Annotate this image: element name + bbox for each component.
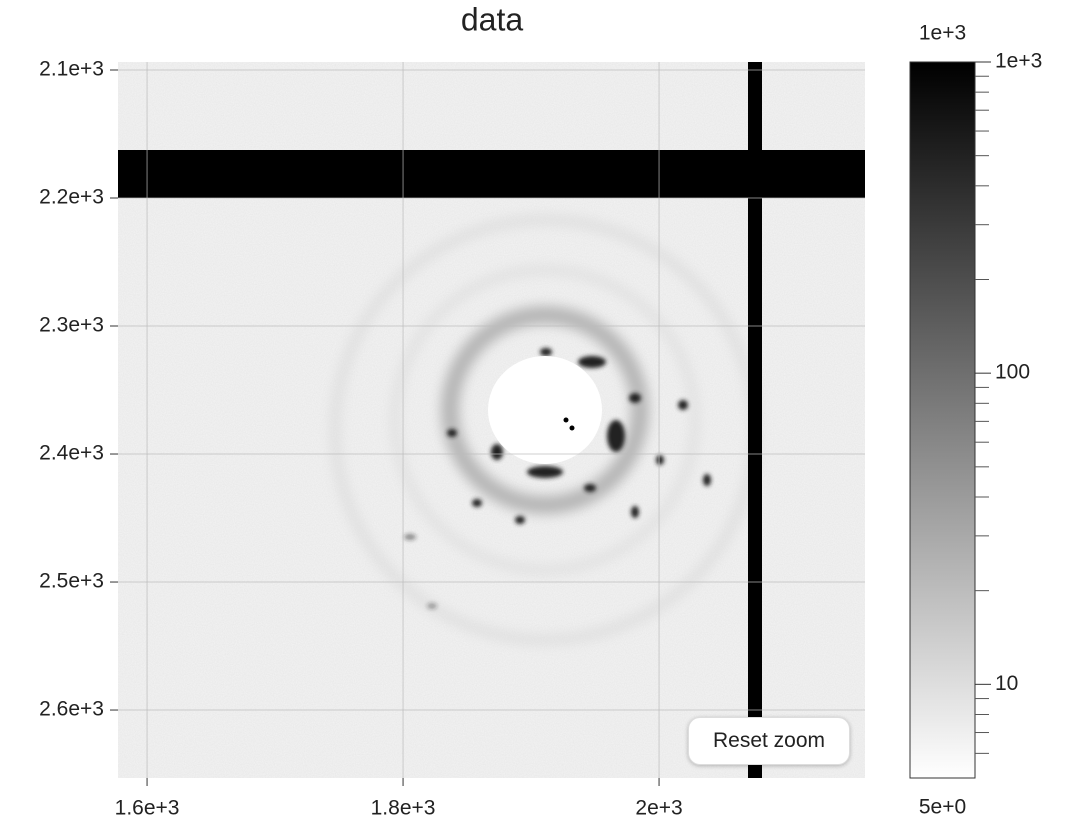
x-tick-label: 1.6e+3 bbox=[115, 797, 180, 820]
y-tick-label: 2.5e+3 bbox=[39, 570, 104, 593]
y-tick-label: 2.4e+3 bbox=[39, 442, 104, 465]
colorbar-tick-label: 1e+3 bbox=[995, 50, 1042, 73]
y-tick-label: 2.6e+3 bbox=[39, 698, 104, 721]
y-tick-label: 2.2e+3 bbox=[39, 186, 104, 209]
colorbar-tick-label: 10 bbox=[995, 672, 1018, 695]
colorbar-min-label: 5e+0 bbox=[919, 796, 966, 819]
chart-title: data bbox=[461, 1, 523, 37]
reset-zoom-button[interactable]: Reset zoom bbox=[688, 717, 850, 765]
y-tick-label: 2.3e+3 bbox=[39, 314, 104, 337]
colorbar bbox=[909, 61, 976, 779]
y-tick-label: 2.1e+3 bbox=[39, 58, 104, 81]
colorbar-max-label: 1e+3 bbox=[919, 22, 966, 45]
x-tick-label: 2e+3 bbox=[635, 797, 682, 820]
heatmap-image bbox=[118, 62, 865, 778]
x-tick-label: 1.8e+3 bbox=[371, 797, 436, 820]
colorbar-tick-label: 100 bbox=[995, 361, 1030, 384]
